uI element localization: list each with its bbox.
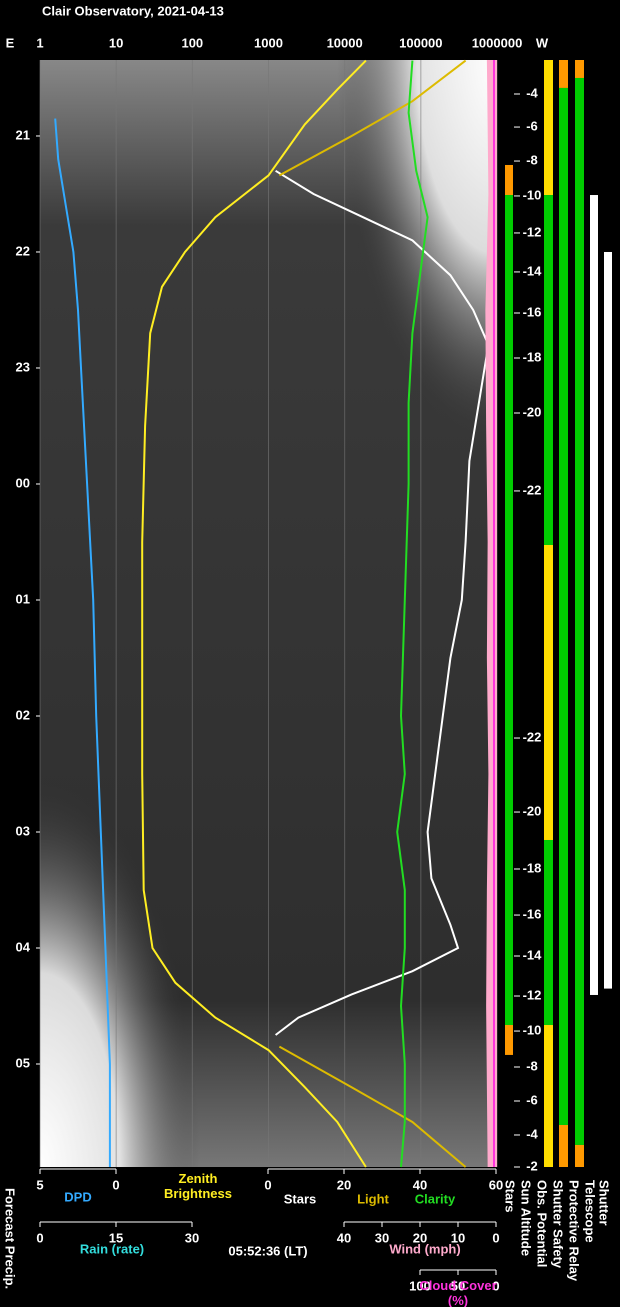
status-segment <box>544 60 553 196</box>
column-label: Shutter <box>597 1180 612 1226</box>
series-label: Clarity <box>415 1191 456 1206</box>
chart-title: Clair Observatory, 2021-04-13 <box>42 3 224 18</box>
sun-altitude-label: -12 <box>523 224 542 239</box>
x-tick-label: 100000 <box>399 35 442 50</box>
x-tick-label: 40 <box>337 1230 351 1245</box>
x-tick-label: 20 <box>337 1177 351 1192</box>
x-tick-label: 0 <box>264 1177 271 1192</box>
x-tick-label: 0 <box>36 1230 43 1245</box>
sun-altitude-label: -8 <box>526 152 538 167</box>
x-tick-label: 10000 <box>327 35 363 50</box>
sun-altitude-label: -16 <box>523 906 542 921</box>
x-tick-label: 0 <box>492 1230 499 1245</box>
status-segment <box>505 164 513 196</box>
column-label: Obs. Potential <box>535 1180 550 1267</box>
status-segment <box>575 1144 584 1167</box>
series-label: Light <box>357 1191 389 1206</box>
axis-label: Wind (mph) <box>389 1241 460 1256</box>
sun-altitude-label: -4 <box>526 85 538 100</box>
column-label: Shutter Safety <box>551 1180 566 1269</box>
x-tick-label: 30 <box>375 1230 389 1245</box>
sun-altitude-label: -18 <box>523 860 542 875</box>
west-label: W <box>536 35 549 50</box>
x-tick-label: 1000 <box>254 35 283 50</box>
x-tick-label: 50 <box>451 1278 465 1293</box>
status-segment <box>505 1025 513 1055</box>
sun-altitude-label: -6 <box>526 118 538 133</box>
sun-altitude-label: -22 <box>523 482 542 497</box>
sun-altitude-label: -14 <box>523 947 543 962</box>
series-label: Cloud Cover (%) <box>419 1278 497 1307</box>
time-label: 05:52:36 (LT) <box>228 1243 307 1258</box>
x-tick-label: 60 <box>489 1177 503 1192</box>
sun-altitude-label: -4 <box>526 1126 538 1141</box>
x-tick-label: 100 <box>181 35 203 50</box>
series-line <box>141 59 367 1168</box>
status-segment <box>559 1125 568 1167</box>
series-line <box>54 118 111 1167</box>
y-tick-label: 21 <box>16 127 30 142</box>
x-tick-label: 0 <box>112 1177 119 1192</box>
x-tick-label: 10 <box>451 1230 465 1245</box>
status-segment <box>544 195 553 546</box>
series-label: DPD <box>64 1189 91 1204</box>
sun-altitude-label: -10 <box>523 1022 542 1037</box>
y-tick-label: 05 <box>16 1055 30 1070</box>
column-label: Protective Relay <box>567 1180 582 1282</box>
y-tick-label: 00 <box>16 475 30 490</box>
status-segment <box>590 195 598 995</box>
status-segment <box>544 839 553 1026</box>
status-segment <box>544 1025 553 1167</box>
series-line <box>274 169 490 1036</box>
x-tick-label: 1000000 <box>472 35 523 50</box>
sun-altitude-label: -6 <box>526 1092 538 1107</box>
x-tick-label: 0 <box>492 1278 499 1293</box>
x-tick-label: 40 <box>413 1177 427 1192</box>
x-tick-label: 30 <box>185 1230 199 1245</box>
forecast-label: Forecast Precip. <box>3 1188 18 1289</box>
column-label: Sun Altitude <box>519 1180 534 1256</box>
sun-altitude-label: -8 <box>526 1058 538 1073</box>
sun-altitude-label: -18 <box>523 349 542 364</box>
sun-altitude-label: -2 <box>526 1158 538 1173</box>
x-tick-label: 20 <box>413 1230 427 1245</box>
y-tick-label: 04 <box>16 939 31 954</box>
y-tick-label: 22 <box>16 243 30 258</box>
status-segment <box>505 195 513 1026</box>
status-segment <box>575 77 584 1145</box>
series-label-box: Zenith Brightness <box>164 1171 232 1201</box>
sun-altitude-label: -20 <box>523 404 542 419</box>
y-tick-label: 01 <box>16 591 30 606</box>
status-segment <box>544 545 553 840</box>
y-tick-label: 23 <box>16 359 30 374</box>
x-tick-label: 10 <box>109 35 123 50</box>
axis-label: Rain (rate) <box>80 1241 144 1256</box>
x-tick-label: 100 <box>409 1278 431 1293</box>
x-tick-label: 15 <box>109 1230 123 1245</box>
status-segment <box>604 251 612 989</box>
x-tick-label: 1 <box>36 35 43 50</box>
series-line <box>278 59 467 1168</box>
status-segment <box>575 60 584 78</box>
status-segment <box>559 87 568 1126</box>
sun-altitude-label: -12 <box>523 987 542 1002</box>
status-segment <box>559 60 568 88</box>
sun-altitude-label: -14 <box>523 263 543 278</box>
series-label: Stars <box>284 1191 317 1206</box>
series-line <box>396 60 429 1168</box>
y-tick-label: 03 <box>16 823 30 838</box>
sun-altitude-label: -16 <box>523 304 542 319</box>
sun-altitude-label: -10 <box>523 187 542 202</box>
x-tick-label: 5 <box>36 1177 43 1192</box>
column-label: Telescope <box>583 1180 598 1243</box>
sun-altitude-label: -22 <box>523 729 542 744</box>
y-tick-label: 02 <box>16 707 30 722</box>
east-label: E <box>6 35 15 50</box>
series-label-box: Cloud Cover (%) <box>419 1278 497 1307</box>
sun-altitude-label: -20 <box>523 803 542 818</box>
column-label: Stars <box>503 1180 518 1213</box>
series-label: Zenith Brightness <box>164 1171 232 1201</box>
